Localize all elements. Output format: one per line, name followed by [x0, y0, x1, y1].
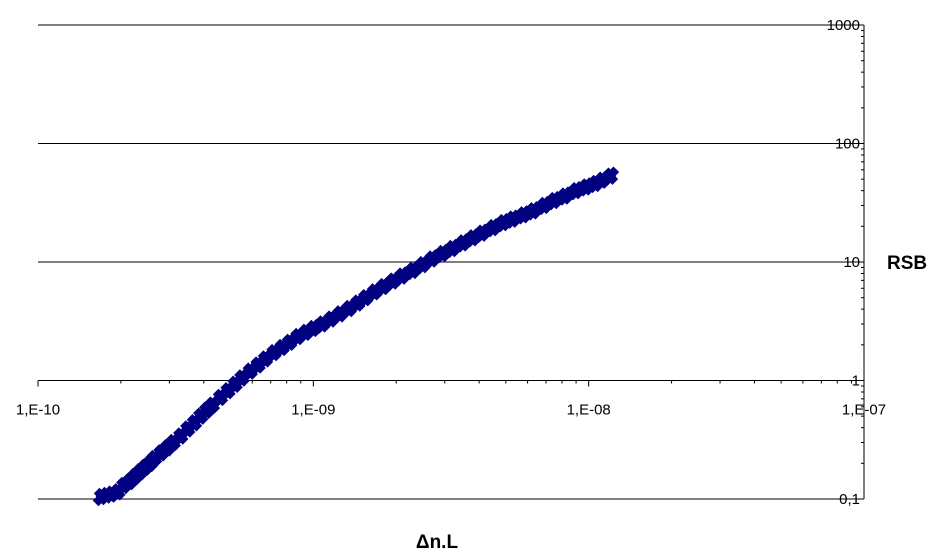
- data-point: [505, 210, 517, 222]
- x-tick-label: 1,E-10: [16, 402, 60, 419]
- data-point: [525, 202, 538, 214]
- data-point: [578, 178, 590, 190]
- data-point: [332, 305, 344, 317]
- data-point: [444, 239, 457, 252]
- data-point: [358, 288, 370, 301]
- data-point: [546, 191, 558, 204]
- data-point: [415, 255, 427, 268]
- data-point: [536, 196, 549, 209]
- data-point: [474, 224, 486, 236]
- x-axis-title: Δn.L: [416, 532, 459, 553]
- tick-labels: 1,E-10 1,E-09 1,E-08 1,E-07 0,1 1 10 100 1000: [16, 17, 886, 508]
- data-point: [375, 277, 388, 290]
- data-point: [394, 267, 406, 279]
- data-point: [93, 487, 106, 500]
- gridlines: [38, 24, 864, 500]
- y-tick-label: 100: [835, 136, 860, 153]
- data-point: [424, 250, 436, 262]
- y-tick-label: 10: [843, 254, 860, 271]
- y-tick-label: 0,1: [839, 491, 860, 508]
- data-point: [485, 218, 497, 231]
- data-point: [242, 362, 254, 374]
- data-point: [385, 272, 397, 284]
- data-point: [557, 187, 569, 199]
- data-point: [341, 299, 353, 312]
- data-point: [366, 283, 379, 295]
- y-tick-label: 1: [852, 373, 860, 390]
- data-point: [455, 234, 467, 246]
- data-point: [568, 181, 580, 194]
- data-point: [323, 310, 335, 322]
- data-point: [495, 213, 508, 226]
- data-point: [305, 319, 318, 332]
- x-tick-label: 1,E-08: [567, 402, 611, 419]
- y-axis-title: RSB: [887, 253, 927, 274]
- data-point: [257, 350, 270, 362]
- y-tick-label: 1000: [827, 17, 860, 34]
- data-point: [405, 261, 417, 274]
- data-point: [234, 369, 246, 381]
- data-point: [434, 244, 447, 257]
- x-tick-label: 1,E-07: [842, 402, 886, 419]
- data-point: [281, 333, 294, 346]
- x-tick-label: 1,E-09: [291, 402, 335, 419]
- axes: [37, 24, 865, 500]
- data-points: [92, 166, 620, 507]
- data-point: [602, 167, 615, 179]
- data-point: [515, 206, 528, 218]
